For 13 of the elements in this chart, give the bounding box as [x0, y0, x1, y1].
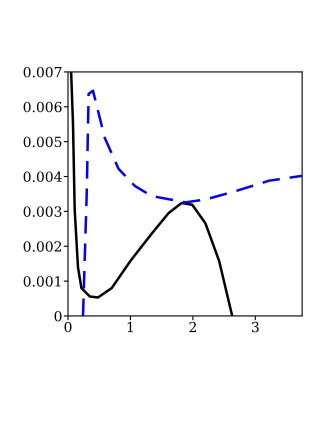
y-tick-label: 0.005	[24, 136, 62, 148]
line-series	[82, 89, 302, 316]
y-tick-label: 0.007	[24, 66, 62, 78]
y-tick-label: 0.001	[24, 276, 60, 287]
y-tick-label: 0.006	[24, 102, 62, 112]
x-tick-label: 1	[128, 322, 133, 332]
y-tick-label: 0.003	[24, 206, 62, 217]
y-tick-label: 0.004	[24, 171, 62, 182]
x-tick-label: 0	[64, 322, 72, 332]
y-tick-label: 0	[54, 310, 62, 322]
y-tick-label: 0.002	[24, 241, 62, 252]
x-tick-label: 3	[252, 322, 259, 332]
x-tick-label: 2	[189, 322, 196, 332]
